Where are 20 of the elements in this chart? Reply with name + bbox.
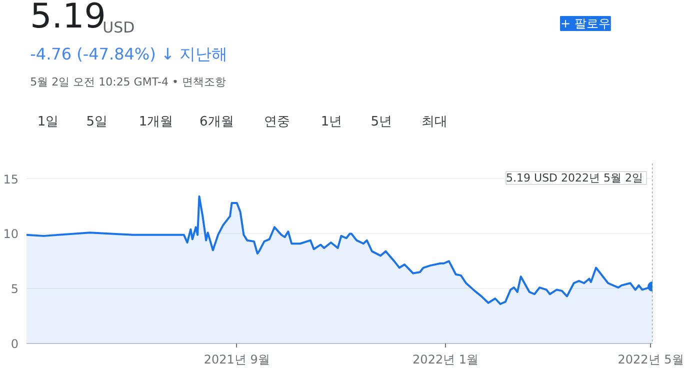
- text: 5월 2일 오전 10:25 GMT-4 • 면책조항: [30, 76, 226, 88]
- text: 연중: [264, 114, 290, 130]
- x-tick-label: 2022년 5월: [618, 352, 684, 366]
- annotation: 5.19 USD 2022년 5월 2일: [506, 172, 644, 184]
- text: 1개월: [138, 114, 174, 130]
- text: + 팔로우: [560, 16, 610, 30]
- y-tick-label: 0: [10, 337, 19, 351]
- text: -4.76 (-47.84%) ↓ 지난해: [30, 44, 228, 64]
- chart-subtitle: USD: [102, 18, 135, 36]
- x-tick-label: 2021년 9월: [204, 352, 270, 366]
- x-tick-label: 2022년 1월: [412, 352, 479, 366]
- text: 5일: [86, 114, 108, 130]
- text: 최대: [421, 114, 448, 130]
- y-tick-label: 15: [3, 172, 19, 186]
- text: 6개월: [200, 114, 234, 130]
- text: 5년: [370, 114, 392, 130]
- y-tick-label: 10: [3, 227, 19, 242]
- y-tick-label: 5: [10, 282, 19, 296]
- text: 1일: [37, 114, 59, 130]
- text: 1년: [320, 114, 342, 130]
